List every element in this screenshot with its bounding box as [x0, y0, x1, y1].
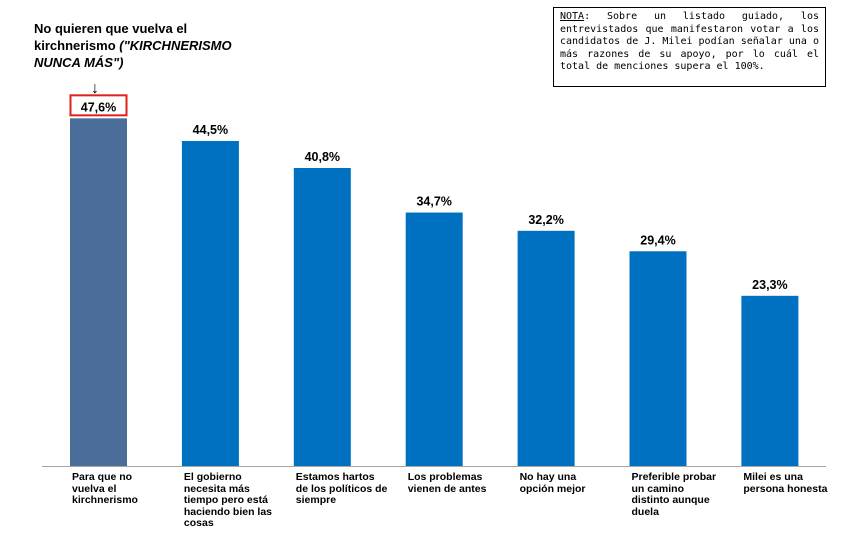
bar-1 [181, 140, 239, 467]
annotation-text: No quieren que vuelva el kirchnerismo [34, 21, 188, 53]
data-label-4: 32,2% [528, 213, 563, 227]
x-tick-label-0: Para que no vuelva el kirchnerismo [72, 471, 138, 506]
x-tick-label-3: Los problemas vienen de antes [407, 471, 487, 495]
bar-5 [629, 251, 687, 466]
note-label: NOTA [560, 11, 585, 22]
bar-3 [405, 212, 463, 466]
bar-4 [517, 230, 575, 466]
x-tick-label-1: El gobierno necesita más tiempo pero est… [183, 471, 272, 529]
note-box: NOTA: Sobre un listado guiado, los entre… [553, 7, 826, 87]
note-text: : Sobre un listado guiado, los entrevist… [560, 11, 819, 73]
annotation-italic: ("KIRCHNERISMO NUNCA MÁS") [34, 38, 232, 70]
data-label-1: 44,5% [193, 123, 228, 137]
highlight-box [69, 94, 128, 117]
data-label-6: 23,3% [752, 278, 787, 292]
data-label-3: 34,7% [416, 195, 451, 209]
bar-0 [70, 118, 127, 467]
data-label-5: 29,4% [640, 233, 675, 247]
arrow-down-icon: ↓ [91, 80, 99, 97]
bar-6 [741, 295, 799, 466]
x-tick-label-2: Estamos hartos de los políticos de siemp… [295, 471, 388, 506]
x-tick-label-4: No hay una opción mejor [519, 471, 586, 495]
bar-2 [293, 167, 351, 466]
x-tick-label-5: Preferible probar un camino distinto aun… [631, 471, 717, 518]
data-label-0: 47,6% [81, 100, 116, 114]
data-label-2: 40,8% [305, 150, 340, 164]
annotation-title: No quieren que vuelva el kirchnerismo ("… [34, 20, 234, 71]
x-tick-label-6: Milei es una persona honesta [743, 471, 828, 495]
